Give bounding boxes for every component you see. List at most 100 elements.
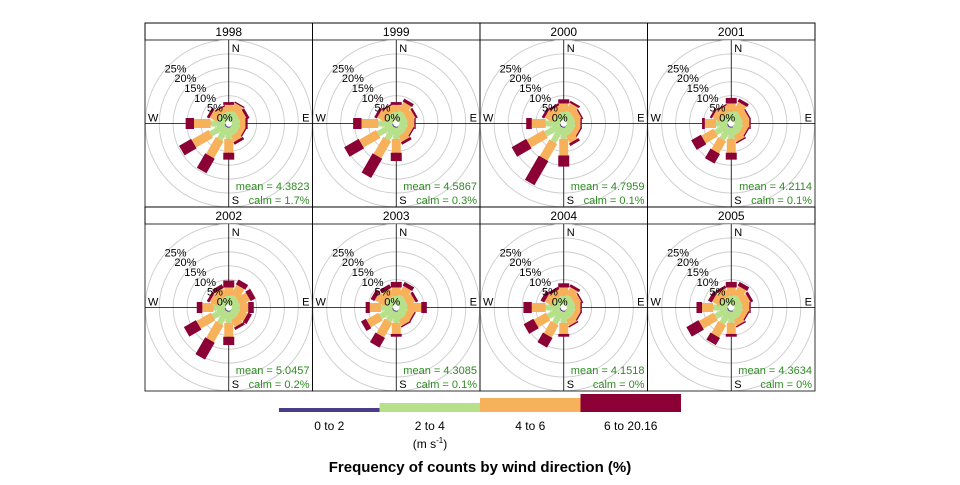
spoke-30-bin-4 [569,284,581,293]
spoke-330-bin-4 [548,286,560,295]
compass-n: N [734,227,742,239]
spoke-120-bin-2 [732,306,743,316]
spoke-0-bin-4 [390,102,402,105]
ring-label: 5% [374,287,390,299]
spoke-120-bin-2 [732,122,743,132]
spoke-210-bin-3 [206,136,224,159]
ring-label: 15% [519,267,541,279]
ring-label: 0% [552,297,568,309]
spoke-240-bin-4 [183,320,202,337]
ring-label: 20% [677,257,699,269]
ring-label: 25% [165,63,187,75]
spoke-210-bin-4 [369,332,386,348]
spoke-150-bin-3 [733,131,745,142]
spoke-270-bin-4 [526,118,532,129]
compass-e: E [637,113,644,125]
spoke-240-bin-3 [196,312,216,329]
ring-label: 15% [352,267,374,279]
spoke-0-bin-4 [725,281,737,288]
panel-year-label: 2005 [718,209,745,223]
legend-swatch-2 [379,403,480,412]
ring-label: 10% [529,277,551,289]
spoke-120-bin-2 [397,306,408,316]
spoke-300-bin-4 [708,290,718,303]
spoke-180-bin-3 [224,138,234,153]
ring-label: 5% [542,103,558,115]
spoke-30-bin-4 [402,281,415,291]
spoke-0-bin-3 [726,287,736,296]
spoke-270-bin-3 [361,119,379,128]
spoke-60-bin-3 [403,293,416,306]
calm-center [225,304,232,311]
spoke-90-bin-4 [749,302,751,313]
panel-border [647,206,816,392]
panel-plot-area: N E S W 0%5%10%15%20%25% mean = 4.5867 calm = … [312,40,480,207]
spoke-300-bin-4 [374,107,383,119]
spoke-120-bin-4 [575,127,583,138]
compass-w: W [651,297,662,309]
spoke-270-bin-3 [369,303,381,312]
spoke-0-bin-2 [393,111,400,121]
ring-label: 10% [194,277,216,289]
compass-e: E [805,113,812,125]
spoke-30-bin-4 [235,279,249,290]
ring-label: 10% [194,93,216,105]
ring-label: 10% [362,277,384,289]
ring-label: 20% [174,257,196,269]
spoke-300-bin-3 [374,292,389,306]
spoke-210-bin-2 [217,309,230,325]
spoke-210-bin-2 [719,125,732,141]
compass-w: W [148,297,159,309]
spoke-270-bin-4 [702,118,705,129]
compass-w: W [483,297,494,309]
spoke-240-bin-4 [344,138,365,157]
spoke-330-bin-2 [723,112,733,123]
ring-label: 5% [374,103,390,115]
panel-plot-area: N E S W 0%5%10%15%20%25% mean = 4.3634 calm = … [647,224,815,391]
spoke-120-bin-4 [575,311,583,322]
spoke-330-bin-4 [379,284,392,294]
spoke-60-bin-4 [744,109,751,120]
spoke-330-bin-2 [388,112,398,123]
ring-label: 0% [384,113,400,125]
spoke-330-bin-4 [715,285,727,294]
spoke-330-bin-3 [718,105,730,117]
ring-label: 20% [509,257,531,269]
spoke-180-bin-2 [560,311,567,323]
ring-label: 0% [217,297,233,309]
spoke-330-bin-2 [220,296,230,307]
units-label: (m s-1) [413,436,447,451]
spoke-300-bin-2 [217,299,228,309]
spoke-180-bin-3 [559,138,569,156]
spoke-210-bin-3 [206,320,224,343]
spoke-120-bin-2 [564,306,575,316]
calm-center [560,304,567,311]
spoke-0-bin-3 [726,103,736,112]
spoke-300-bin-2 [217,115,228,125]
ring-label: 5% [207,103,223,115]
spoke-120-bin-2 [564,122,575,132]
spoke-210-bin-3 [711,136,727,154]
mean-label: mean = 4.3085 [403,365,477,377]
compass-e: E [470,113,477,125]
panel-2004: 2004 N E S W 0%5%10%15%20%25% mean = 4.1518 cal… [479,206,648,392]
spoke-0-bin-3 [559,287,569,296]
spoke-0-bin-4 [725,97,737,104]
spoke-330-bin-3 [550,105,563,117]
ring-label: 25% [500,63,522,75]
compass-n: N [399,43,407,55]
spoke-180-bin-3 [726,322,736,334]
spoke-300-bin-2 [385,115,396,125]
spoke-180-bin-4 [725,333,737,337]
spoke-210-bin-4 [195,337,215,360]
spoke-30-bin-4 [234,101,245,109]
spoke-60-bin-3 [403,109,416,122]
spoke-270-bin-4 [365,302,370,313]
spoke-240-bin-4 [360,318,372,332]
ring-label: 0% [384,297,400,309]
calm-label: calm = 0.1% [416,379,477,391]
ring-label: 20% [342,257,364,269]
spoke-330-bin-4 [381,103,392,111]
